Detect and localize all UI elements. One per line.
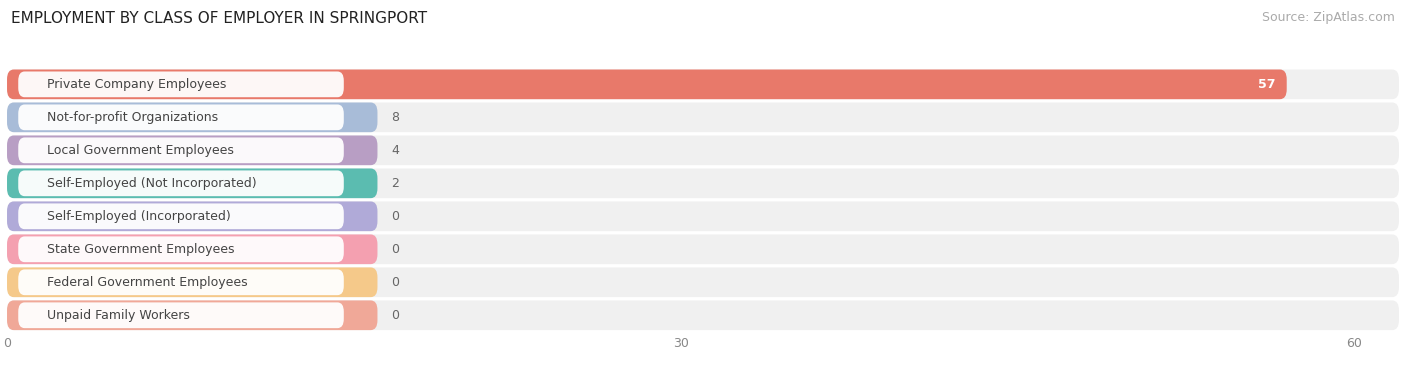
- Text: 2: 2: [391, 177, 399, 190]
- Text: 0: 0: [391, 210, 399, 223]
- FancyBboxPatch shape: [7, 103, 377, 132]
- FancyBboxPatch shape: [7, 135, 377, 165]
- Text: EMPLOYMENT BY CLASS OF EMPLOYER IN SPRINGPORT: EMPLOYMENT BY CLASS OF EMPLOYER IN SPRIN…: [11, 11, 427, 26]
- Text: Self-Employed (Incorporated): Self-Employed (Incorporated): [48, 210, 231, 223]
- FancyBboxPatch shape: [7, 267, 1399, 297]
- FancyBboxPatch shape: [18, 170, 344, 196]
- FancyBboxPatch shape: [7, 69, 1286, 99]
- FancyBboxPatch shape: [18, 204, 344, 229]
- Text: 57: 57: [1258, 78, 1275, 91]
- FancyBboxPatch shape: [18, 104, 344, 130]
- FancyBboxPatch shape: [7, 234, 377, 264]
- FancyBboxPatch shape: [7, 201, 377, 231]
- FancyBboxPatch shape: [18, 302, 344, 328]
- Text: 8: 8: [391, 111, 399, 124]
- FancyBboxPatch shape: [18, 236, 344, 262]
- Text: Not-for-profit Organizations: Not-for-profit Organizations: [48, 111, 218, 124]
- Text: Federal Government Employees: Federal Government Employees: [48, 276, 247, 289]
- FancyBboxPatch shape: [7, 234, 1399, 264]
- FancyBboxPatch shape: [18, 72, 344, 97]
- FancyBboxPatch shape: [7, 169, 1399, 198]
- Text: Local Government Employees: Local Government Employees: [48, 144, 235, 157]
- Text: Self-Employed (Not Incorporated): Self-Employed (Not Incorporated): [48, 177, 257, 190]
- FancyBboxPatch shape: [7, 69, 1399, 99]
- FancyBboxPatch shape: [7, 300, 377, 330]
- Text: 4: 4: [391, 144, 399, 157]
- FancyBboxPatch shape: [18, 270, 344, 295]
- FancyBboxPatch shape: [7, 169, 377, 198]
- Text: Private Company Employees: Private Company Employees: [48, 78, 226, 91]
- FancyBboxPatch shape: [7, 267, 377, 297]
- Text: 0: 0: [391, 309, 399, 322]
- FancyBboxPatch shape: [7, 103, 1399, 132]
- FancyBboxPatch shape: [7, 135, 1399, 165]
- FancyBboxPatch shape: [18, 138, 344, 163]
- Text: Source: ZipAtlas.com: Source: ZipAtlas.com: [1261, 11, 1395, 24]
- Text: State Government Employees: State Government Employees: [48, 243, 235, 256]
- FancyBboxPatch shape: [7, 201, 1399, 231]
- Text: 0: 0: [391, 276, 399, 289]
- Text: Unpaid Family Workers: Unpaid Family Workers: [48, 309, 190, 322]
- FancyBboxPatch shape: [7, 300, 1399, 330]
- Text: 0: 0: [391, 243, 399, 256]
